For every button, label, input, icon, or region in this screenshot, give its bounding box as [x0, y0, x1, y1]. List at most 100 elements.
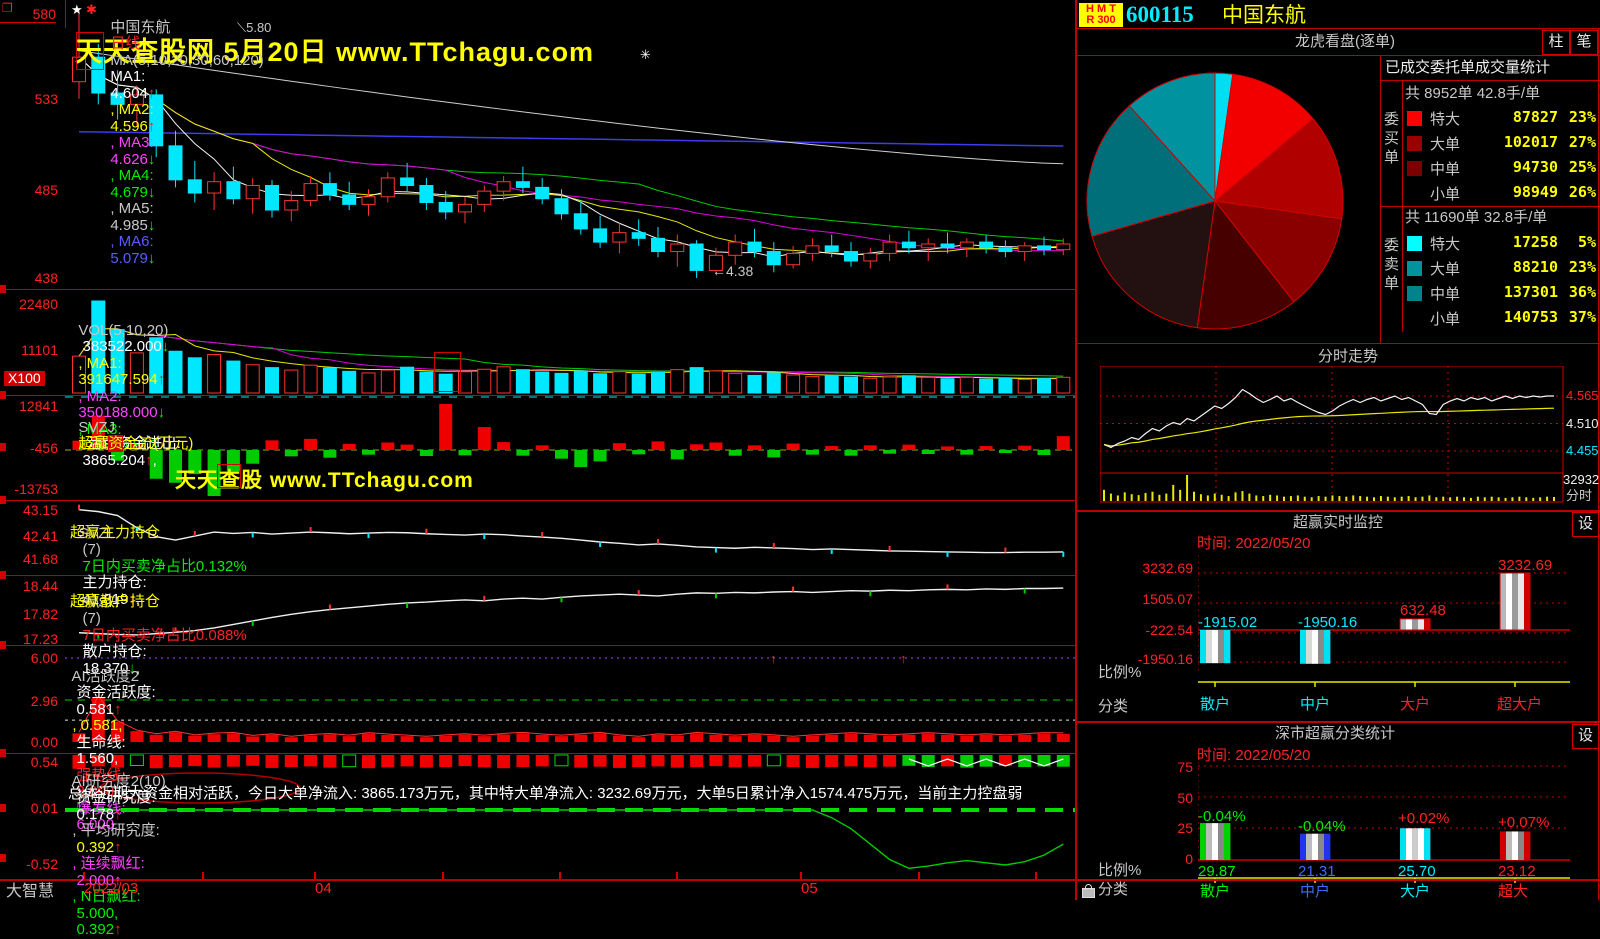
panel-right-border	[1598, 28, 1599, 900]
research-header: AI研究度2(10) 资金研究度: 0.178↑ , 平均研究度: 0.392↑…	[64, 757, 166, 939]
swatch-特大	[1407, 236, 1422, 251]
sz-class-label: 分类	[1098, 881, 1129, 898]
svzl-axis-3: 41.68	[22, 551, 58, 567]
research-chart	[65, 754, 1075, 870]
order-size-name: 特大	[1430, 111, 1461, 128]
res-v5: 0.392	[76, 921, 115, 938]
monitor-settings-button[interactable]: 设	[1572, 512, 1599, 537]
mon-axis-1: 3232.69	[1142, 560, 1193, 576]
ma1-arrow: ↑	[147, 84, 156, 102]
timeline-month-03[interactable]: 2022/03	[84, 880, 139, 897]
pie-slice-sell-lg	[1128, 72, 1216, 203]
order-pct: 36%	[1568, 283, 1596, 301]
svg-text:↑: ↑	[770, 651, 777, 666]
vol-arrow: ↓	[161, 338, 170, 355]
section-divider	[1075, 55, 1600, 56]
main-axis-580: 580	[0, 6, 56, 23]
ma4-arrow: ↓	[147, 183, 156, 201]
act-axis-3: 0.00	[30, 734, 58, 750]
timeline-month-05[interactable]: 05	[801, 880, 818, 897]
stock-code: 600115	[1126, 2, 1194, 27]
main-chart-header: 中国东航 日线 MA(5,10,20,30,60,120) MA1: 4.604…	[102, 3, 263, 267]
sz-change-3: +0.02%	[1398, 810, 1450, 827]
favorite-star-icon[interactable]: ★	[71, 2, 83, 17]
sell-side-divider	[1402, 206, 1403, 332]
shenshi-settings-button[interactable]: 设	[1572, 724, 1599, 749]
svzl-axis-2: 42.41	[22, 528, 58, 544]
act-axis-1: 6.00	[30, 650, 58, 666]
act-l1: 资金活跃度:	[76, 684, 156, 701]
order-pct: 25%	[1568, 158, 1596, 176]
pane-marker	[0, 749, 6, 757]
order-size-name: 中单	[1430, 286, 1461, 303]
timeline-month-04[interactable]: 04	[315, 880, 332, 897]
svsh-arrow: ↓	[128, 659, 136, 677]
ma3-arrow: ↓	[147, 150, 156, 168]
mon-class-label: 分类	[1098, 698, 1129, 715]
pane-marker	[0, 854, 6, 862]
svzj-sub2: 资	[108, 434, 124, 452]
main-axis-533: 533	[34, 91, 58, 107]
timeline-ticks	[83, 872, 1037, 879]
ma2-label: , MA2:	[110, 101, 154, 118]
mon-value-1: -1915.02	[1198, 614, 1258, 631]
sz-change-1: -0.04%	[1198, 808, 1246, 825]
res-l3: , 连续飘红:	[72, 855, 145, 872]
panel-divider	[1075, 0, 1077, 900]
svzl-label: 主力持仓:	[82, 574, 147, 591]
act-v1: 0.581	[76, 700, 115, 718]
act-l3: 强势线:	[76, 766, 126, 784]
pane-divider	[0, 753, 1075, 754]
intraday-chart	[1100, 366, 1564, 503]
sz-cat-2: 中户	[1300, 883, 1331, 900]
svsh-header: SVSH (7) 7日内买卖净占比0.088% 散户持仓: 18.370↓,	[78, 593, 247, 677]
pen-view-button[interactable]: 笔	[1570, 30, 1598, 55]
ma6-label: , MA6:	[110, 233, 154, 250]
order-count: 94730	[1512, 158, 1558, 176]
period-label[interactable]: 日线	[110, 35, 141, 52]
act-v4: 3.000,	[76, 783, 119, 800]
order-pct: 5%	[1577, 233, 1596, 251]
svsh-label: 散户持仓:	[82, 643, 147, 660]
main-axis-438: 438	[34, 270, 58, 286]
act-d1: ↑	[114, 700, 122, 718]
stats-left-border	[1380, 55, 1381, 343]
res-l1: 资金研究度:	[76, 789, 156, 806]
pie-slice-buy-sm	[1196, 199, 1295, 330]
res-d5: ↑	[114, 921, 122, 938]
ma1-label: MA1:	[110, 68, 146, 85]
svsh-chart	[78, 584, 1064, 639]
svsh-axis-2: 17.82	[22, 606, 58, 622]
mon-value-2: -1950.16	[1298, 614, 1358, 631]
intraday-x-label: 分时	[1566, 488, 1593, 503]
vol-unit-badge: X100	[4, 370, 45, 387]
activity-header: AI活跃度2 资金活跃度: 0.581↑ , 0.581, 生命线: 1.560…	[64, 652, 156, 834]
ma2-arrow: ↑	[147, 117, 156, 135]
vol-axis-2: 11101	[21, 342, 58, 358]
act-title: AI活跃度2	[71, 667, 140, 685]
act-v5: 6.000,	[76, 816, 119, 833]
section-divider	[1075, 721, 1600, 723]
buy-side-divider	[1402, 80, 1403, 206]
ma4-value: 4.679	[110, 183, 148, 201]
badge-line2: R 300	[1086, 14, 1116, 26]
pie-slice-buy-md	[1213, 200, 1343, 303]
sell-summary: 共 11690单 32.8手/单	[1405, 209, 1548, 226]
mon-cat-4: 超大户	[1497, 696, 1543, 713]
pane-marker	[0, 443, 6, 451]
longhu-title: 龙虎看盘(逐单)	[1295, 33, 1395, 50]
ma3-label: , MA3:	[110, 134, 154, 151]
mon-value-3: 632.48	[1400, 602, 1446, 619]
res-d1: ↑	[114, 805, 122, 823]
shenshi-bar-chart	[1198, 756, 1570, 883]
pane-marker	[0, 285, 6, 293]
svsh-ratio: 7日内买卖净占比0.088%	[82, 626, 247, 644]
corner-icon: ❐	[2, 1, 13, 15]
svzl-axis-1: 43.15	[22, 502, 58, 518]
pane-marker	[0, 571, 6, 579]
sz-axis-1: 75	[1177, 759, 1193, 775]
svzj-arrow: ↑	[145, 451, 153, 469]
column-view-button[interactable]: 柱	[1542, 30, 1570, 55]
svzl-ratio: 7日内买卖净占比0.132%	[82, 557, 247, 575]
